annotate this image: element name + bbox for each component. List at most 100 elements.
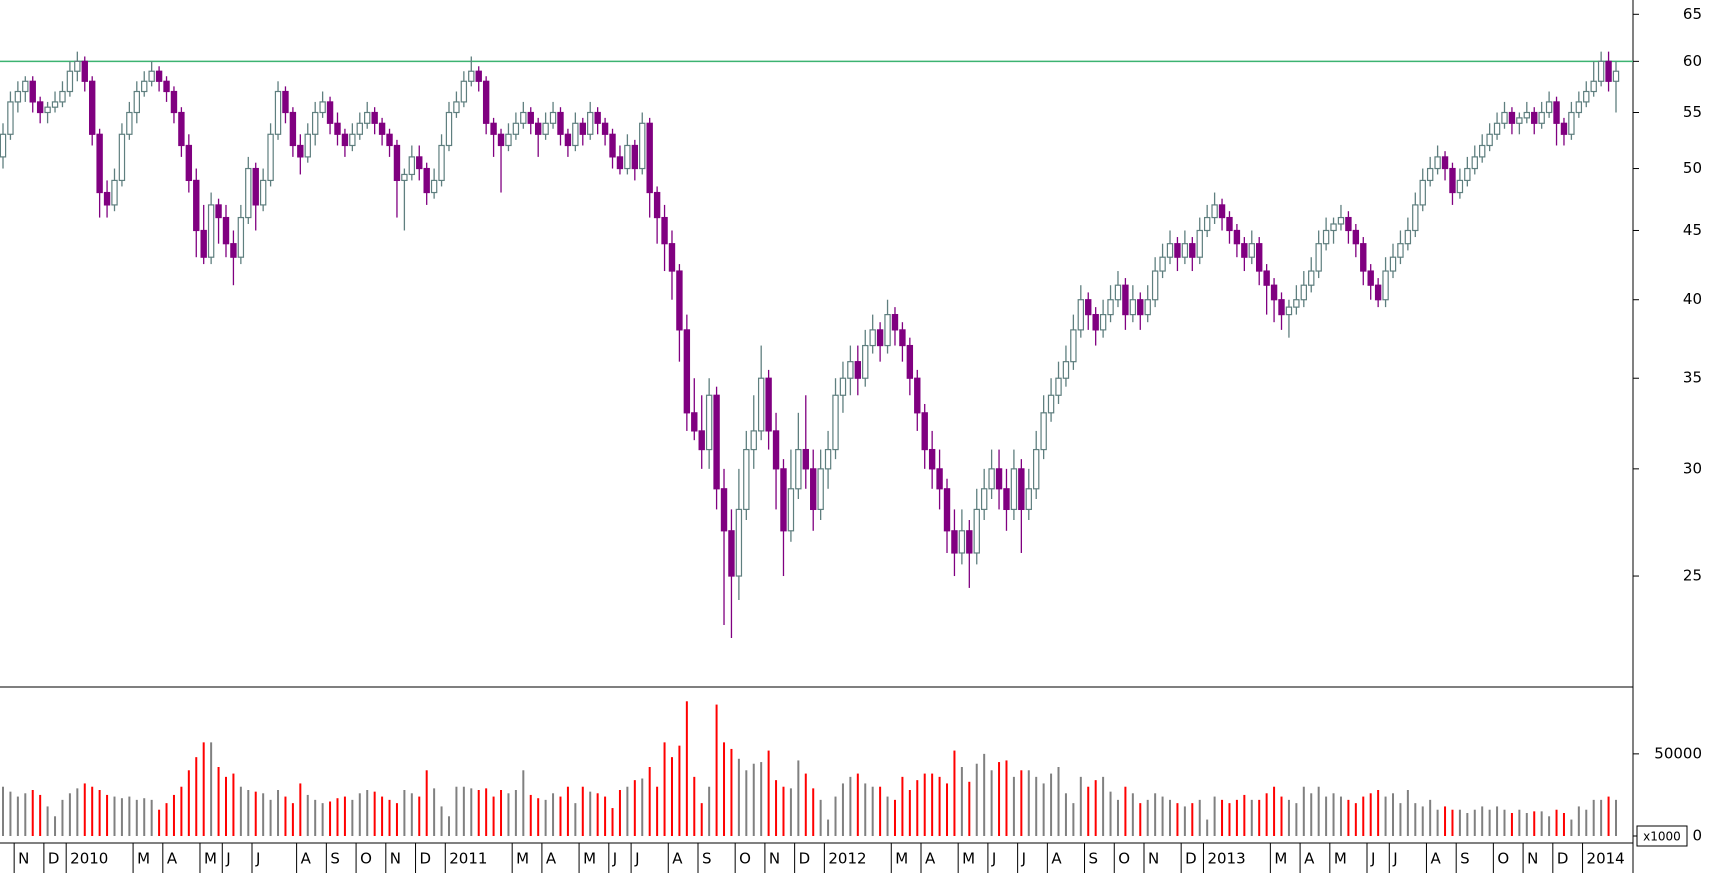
candle-body — [1419, 179, 1426, 206]
candle-body — [1285, 306, 1293, 316]
volume-bar — [1444, 806, 1447, 836]
candle-body — [884, 314, 891, 347]
volume-bar — [983, 753, 986, 836]
x-tick-label: A — [1430, 850, 1441, 868]
volume-bar — [1050, 773, 1053, 836]
volume-bar — [1042, 783, 1045, 836]
x-tick-label: S — [1089, 850, 1099, 868]
candle-body — [267, 133, 274, 182]
candle-body — [1508, 111, 1516, 124]
x-tick-label: 2013 — [1207, 850, 1245, 868]
candle-body — [1352, 229, 1360, 245]
volume-bar — [968, 781, 971, 836]
candle-body — [1493, 122, 1501, 135]
volume-bar — [596, 793, 599, 836]
candle-body — [616, 156, 624, 170]
candle-body — [304, 133, 311, 158]
candle-body — [207, 204, 215, 258]
y-tick-label: 60 — [1683, 52, 1702, 70]
volume-bar — [24, 793, 27, 836]
candle-body — [1315, 243, 1322, 272]
candle-body — [1531, 111, 1538, 124]
volume-bar — [856, 773, 859, 836]
volume-bar — [1027, 770, 1030, 836]
volume-bar — [1273, 786, 1276, 836]
volume-bar — [1577, 806, 1580, 836]
volume-bar — [314, 799, 317, 836]
y-tick-label: 40 — [1683, 290, 1702, 308]
volume-bar — [1302, 786, 1305, 836]
volume-bar — [143, 798, 146, 836]
candle-body — [386, 133, 393, 147]
candle-body — [475, 70, 482, 82]
volume-bar — [128, 796, 131, 836]
volume-bar — [1235, 799, 1238, 836]
candle-body — [1322, 229, 1330, 245]
candle-body — [438, 144, 445, 182]
candle-body — [14, 90, 22, 103]
volume-bar — [1064, 793, 1067, 836]
volume-bar — [760, 762, 763, 836]
volume-bar — [284, 796, 287, 836]
volume-bar — [1005, 760, 1008, 836]
volume-bar — [1384, 796, 1387, 836]
candle-body — [178, 111, 185, 147]
candle-body — [527, 111, 534, 124]
x-tick-label: M — [137, 850, 150, 868]
x-tick-label: N — [1527, 850, 1538, 868]
volume-bar — [172, 794, 175, 836]
volume-bar — [849, 776, 852, 836]
volume-bar — [1310, 793, 1313, 836]
volume-bar — [135, 799, 138, 836]
x-tick-label: J — [1370, 850, 1375, 868]
volume-bar — [581, 786, 584, 836]
volume-bar — [975, 763, 978, 836]
x-tick-label: A — [1051, 850, 1062, 868]
volume-bar — [1458, 809, 1461, 836]
volume-bar — [239, 786, 242, 836]
volume-bar — [16, 796, 19, 836]
volume-bar — [1406, 790, 1409, 836]
candle-body — [445, 111, 453, 147]
candle-body — [1560, 122, 1568, 135]
volume-bar — [403, 790, 406, 836]
volume-bar — [827, 819, 830, 836]
volume-bar — [901, 776, 904, 836]
candle-body — [668, 243, 676, 272]
candle-body — [1248, 243, 1255, 258]
candle-body — [698, 430, 705, 451]
volume-bar — [440, 806, 443, 836]
volume-bar — [343, 796, 346, 836]
volume-bar — [804, 773, 807, 836]
candle-body — [36, 101, 44, 114]
candle-body — [297, 144, 304, 158]
candle-body — [847, 361, 854, 379]
candle-body — [1070, 329, 1077, 363]
x-tick-label: A — [925, 850, 936, 868]
candle-body — [691, 412, 698, 432]
candle-body — [245, 167, 252, 219]
volume-bar — [678, 745, 681, 836]
volume-bar — [54, 816, 57, 836]
candle-body — [1218, 204, 1226, 219]
candle-body — [1404, 229, 1412, 245]
candle-body — [802, 448, 809, 470]
candle-body — [1590, 80, 1597, 93]
volume-bar — [670, 757, 673, 836]
candle-body — [66, 70, 74, 93]
volume-bar — [1109, 791, 1112, 836]
volume-bar — [1169, 799, 1172, 836]
x-tick-label: N — [18, 850, 29, 868]
volume-bar — [31, 790, 34, 836]
x-tick-label: M — [1274, 850, 1287, 868]
candle-body — [1203, 216, 1211, 232]
volume-bar — [589, 791, 592, 836]
volume-bar — [306, 794, 309, 836]
candle-body — [1099, 314, 1107, 331]
x-tick-label: M — [962, 850, 975, 868]
candle-body — [653, 191, 661, 219]
volume-bar — [723, 742, 726, 836]
volume-bar — [1258, 799, 1261, 836]
volume-bar — [633, 780, 636, 836]
candle-body — [222, 216, 230, 245]
